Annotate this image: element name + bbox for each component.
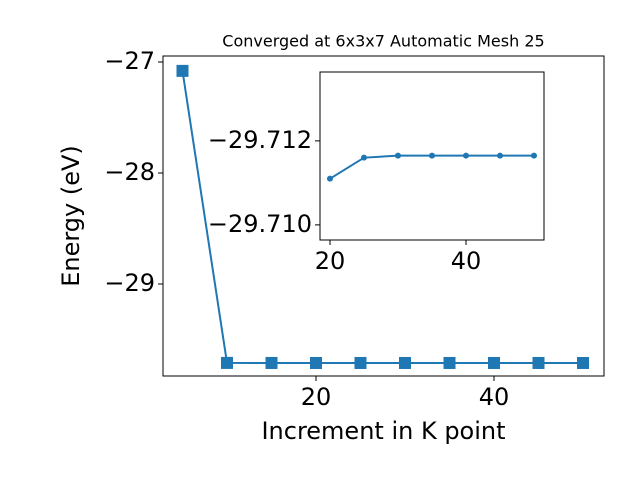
x-tick-label: 40 [451,247,482,275]
marker [309,356,322,369]
y-tick-label: −28 [104,158,155,186]
marker [576,356,589,369]
x-tick-label: 20 [315,247,346,275]
marker [398,356,411,369]
marker [176,64,189,77]
y-tick-label: −27 [104,47,155,75]
marker [326,175,333,182]
series-line [181,70,583,364]
marker [531,152,538,159]
marker [487,356,500,369]
chart-title: Converged at 6x3x7 Automatic Mesh 25 [222,32,544,51]
x-tick-label: 40 [479,383,510,411]
y-tick-label: −29.710 [208,210,312,238]
x-tick-label: 20 [301,383,332,411]
marker [497,152,504,159]
y-tick-label: −29 [104,269,155,297]
y-tick-label: −29.712 [208,126,312,154]
marker [354,356,367,369]
marker [394,152,401,159]
marker [443,356,456,369]
marker [265,356,278,369]
marker [429,152,435,159]
y-axis-label: Energy (eV) [57,145,85,287]
marker [220,356,233,369]
marker [463,152,470,159]
x-axis-label: Increment in K point [261,417,505,445]
marker [360,154,367,161]
marker [532,356,545,369]
